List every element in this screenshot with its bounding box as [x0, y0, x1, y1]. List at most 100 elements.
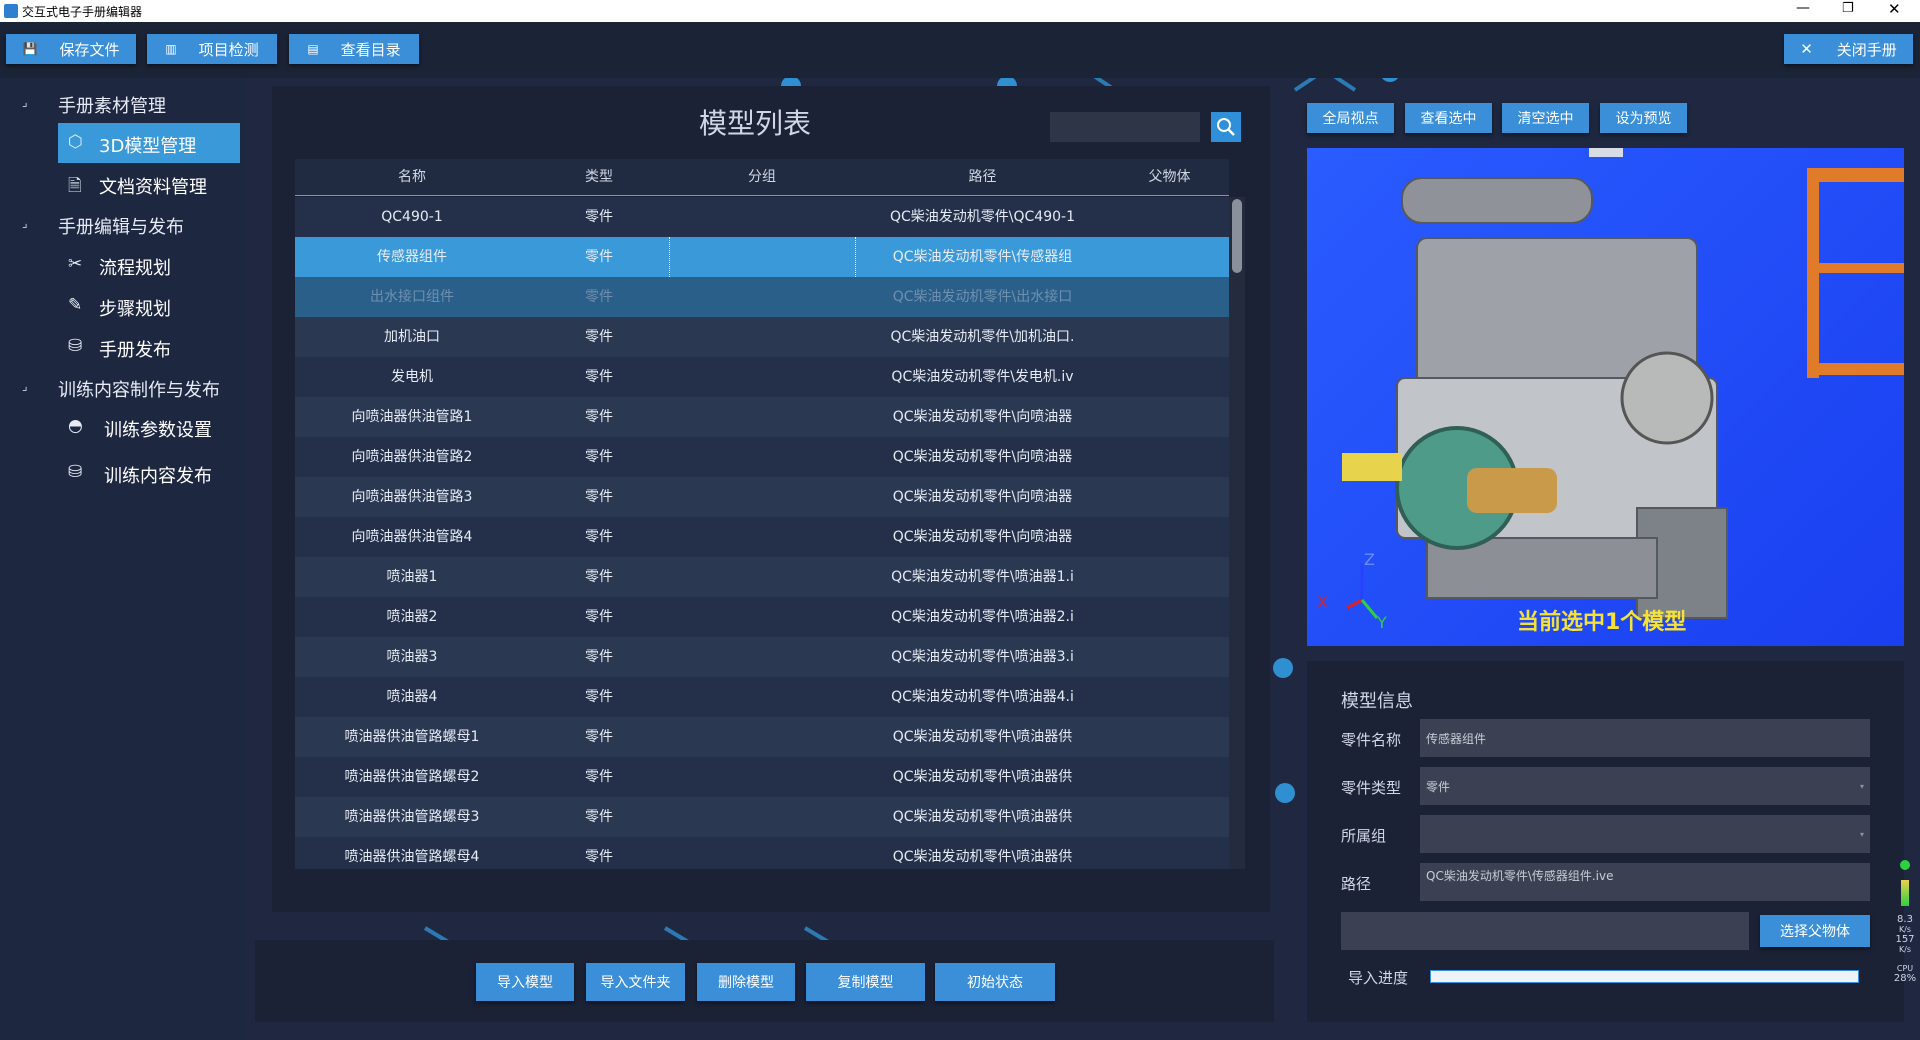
toolbar-icon: ▥: [165, 42, 177, 56]
column-header[interactable]: 路径: [968, 169, 997, 185]
cell-path: QC柴油发动机零件\喷油器4.i: [891, 689, 1074, 705]
sidebar-group[interactable]: 手册编辑与发布: [58, 217, 184, 238]
table-row[interactable]: 向喷油器供油管路1 零件 QC柴油发动机零件\向喷油器: [295, 397, 1229, 437]
close-manual-button[interactable]: ✕ 关闭手册: [1784, 34, 1913, 64]
toolbar-label: 项目检测: [198, 40, 259, 59]
action-button[interactable]: 导入文件夹: [586, 963, 685, 1001]
toolbar-label: 查看目录: [340, 40, 401, 59]
table-row[interactable]: 向喷油器供油管路2 零件 QC柴油发动机零件\向喷油器: [295, 437, 1229, 477]
table-row[interactable]: 喷油器2 零件 QC柴油发动机零件\喷油器2.i: [295, 597, 1229, 637]
field-input[interactable]: ▾: [1420, 815, 1870, 853]
table-row[interactable]: 喷油器4 零件 QC柴油发动机零件\喷油器4.i: [295, 677, 1229, 717]
sidebar-item[interactable]: 文档资料管理: [99, 177, 207, 198]
action-button[interactable]: 删除模型: [697, 963, 795, 1001]
cell-path: QC柴油发动机零件\喷油器1.i: [891, 569, 1074, 585]
table-header: 名称 类型 分组 路径 父物体: [295, 159, 1229, 196]
table-row[interactable]: 传感器组件 零件 QC柴油发动机零件\传感器组: [295, 237, 1229, 277]
tree-toggle[interactable]: ⌟: [22, 216, 28, 230]
dropdown-arrow: ▾: [1859, 781, 1864, 791]
cell-type: 零件: [585, 769, 613, 785]
table-row[interactable]: 加机油口 零件 QC柴油发动机零件\加机油口.: [295, 317, 1229, 357]
dropdown-arrow: ▾: [1859, 829, 1864, 839]
cell-path: QC柴油发动机零件\喷油器供: [892, 809, 1073, 825]
sidebar-item[interactable]: 3D模型管理: [99, 136, 197, 157]
cell-divider: [669, 237, 670, 277]
progress-label: 导入进度: [1348, 969, 1409, 987]
sidebar-item[interactable]: 训练参数设置: [104, 420, 212, 441]
restore[interactable]: ❐: [1842, 1, 1854, 16]
field-input[interactable]: 传感器组件: [1420, 719, 1870, 757]
table-row[interactable]: 喷油器1 零件 QC柴油发动机零件\喷油器1.i: [295, 557, 1229, 597]
cell-type: 零件: [585, 729, 613, 745]
cell-type: 零件: [585, 569, 613, 585]
toolbar-icon: ▤: [307, 42, 319, 56]
viewer-button[interactable]: 设为预览: [1600, 103, 1687, 133]
search-input[interactable]: [1050, 112, 1200, 142]
table-row[interactable]: 喷油器3 零件 QC柴油发动机零件\喷油器3.i: [295, 637, 1229, 677]
cell-path: QC柴油发动机零件\喷油器供: [892, 729, 1073, 745]
field-input[interactable]: QC柴油发动机零件\传感器组件.ive: [1420, 863, 1870, 901]
toolbar-button[interactable]: 💾 保存文件: [6, 34, 136, 64]
cell-path: QC柴油发动机零件\喷油器3.i: [891, 649, 1074, 665]
cpu-label: CPU: [1896, 964, 1914, 973]
search-button[interactable]: [1211, 112, 1241, 142]
sidebar-icon: ✂: [68, 254, 83, 274]
cell-name: 出水接口组件: [370, 289, 454, 305]
cell-name: 喷油器供油管路螺母1: [344, 729, 480, 745]
action-button[interactable]: 导入模型: [476, 963, 574, 1001]
table-row[interactable]: 出水接口组件 零件 QC柴油发动机零件\出水接口: [295, 277, 1229, 317]
choose-parent-button[interactable]: 选择父物体: [1760, 915, 1870, 947]
table-row[interactable]: 发电机 零件 QC柴油发动机零件\发电机.iv: [295, 357, 1229, 397]
viewer-button[interactable]: 查看选中: [1405, 103, 1492, 133]
cell-name: 喷油器供油管路螺母4: [344, 849, 480, 865]
sidebar-item[interactable]: 步骤规划: [99, 299, 171, 320]
cell-name: 喷油器2: [386, 609, 438, 625]
sidebar-item[interactable]: 训练内容发布: [104, 466, 212, 487]
status-widget: 8.3 K/s 157 K/s CPU 28%: [1890, 855, 1920, 1035]
sidebar-item[interactable]: 流程规划: [99, 258, 171, 279]
table-row[interactable]: 向喷油器供油管路3 零件 QC柴油发动机零件\向喷油器: [295, 477, 1229, 517]
cell-name: 喷油器供油管路螺母3: [344, 809, 480, 825]
toolbar-button[interactable]: ▥ 项目检测: [147, 34, 277, 64]
sidebar-group[interactable]: 手册素材管理: [58, 96, 166, 117]
window-title: 交互式电子手册编辑器: [22, 5, 143, 19]
tree-toggle[interactable]: ⌟: [22, 95, 28, 109]
table-row[interactable]: QC490-1 零件 QC柴油发动机零件\QC490-1: [295, 197, 1229, 237]
table-row[interactable]: 喷油器供油管路螺母3 零件 QC柴油发动机零件\喷油器供: [295, 797, 1229, 837]
column-header[interactable]: 父物体: [1148, 169, 1191, 185]
sidebar-group[interactable]: 训练内容制作与发布: [58, 380, 220, 401]
table-row[interactable]: 喷油器供油管路螺母2 零件 QC柴油发动机零件\喷油器供: [295, 757, 1229, 797]
column-header[interactable]: 名称: [398, 169, 426, 185]
column-header[interactable]: 分组: [748, 169, 776, 185]
viewer-button[interactable]: 清空选中: [1502, 103, 1589, 133]
scroll-thumb[interactable]: [1232, 199, 1242, 273]
cell-type: 零件: [585, 449, 613, 465]
up-unit: K/s: [1898, 925, 1912, 934]
scrollbar[interactable]: [1229, 197, 1245, 869]
cell-type: 零件: [585, 609, 613, 625]
cell-type: 零件: [585, 289, 613, 305]
3d-viewer[interactable]: X Y Z 当前选中1个模型: [1307, 148, 1904, 646]
table-row[interactable]: 喷油器供油管路螺母1 零件 QC柴油发动机零件\喷油器供: [295, 717, 1229, 757]
tree-toggle[interactable]: ⌟: [22, 379, 28, 393]
cell-type: 零件: [585, 329, 613, 345]
toolbar-button[interactable]: ▤ 查看目录: [289, 34, 419, 64]
cpu-value: 28%: [1893, 973, 1917, 984]
viewer-button[interactable]: 全局视点: [1307, 103, 1394, 133]
column-header[interactable]: 类型: [585, 169, 613, 185]
parent-input[interactable]: [1341, 912, 1749, 950]
field-input[interactable]: 零件 ▾: [1420, 767, 1870, 805]
close-window[interactable]: ✕: [1888, 0, 1901, 18]
table-row[interactable]: 喷油器供油管路螺母4 零件 QC柴油发动机零件\喷油器供: [295, 837, 1229, 869]
cell-name: 向喷油器供油管路3: [351, 489, 473, 505]
cell-type: 零件: [585, 529, 613, 545]
toolbar-label: 保存文件: [59, 40, 120, 59]
minimize[interactable]: —: [1796, 0, 1810, 16]
cell-type: 零件: [585, 649, 613, 665]
table-row[interactable]: 向喷油器供油管路4 零件 QC柴油发动机零件\向喷油器: [295, 517, 1229, 557]
action-button[interactable]: 初始状态: [935, 963, 1055, 1001]
cell-name: QC490-1: [381, 209, 443, 225]
sidebar-item[interactable]: 手册发布: [99, 340, 171, 361]
action-button[interactable]: 复制模型: [806, 963, 925, 1001]
title-bar: 交互式电子手册编辑器 — ❐ ✕: [0, 0, 1920, 22]
